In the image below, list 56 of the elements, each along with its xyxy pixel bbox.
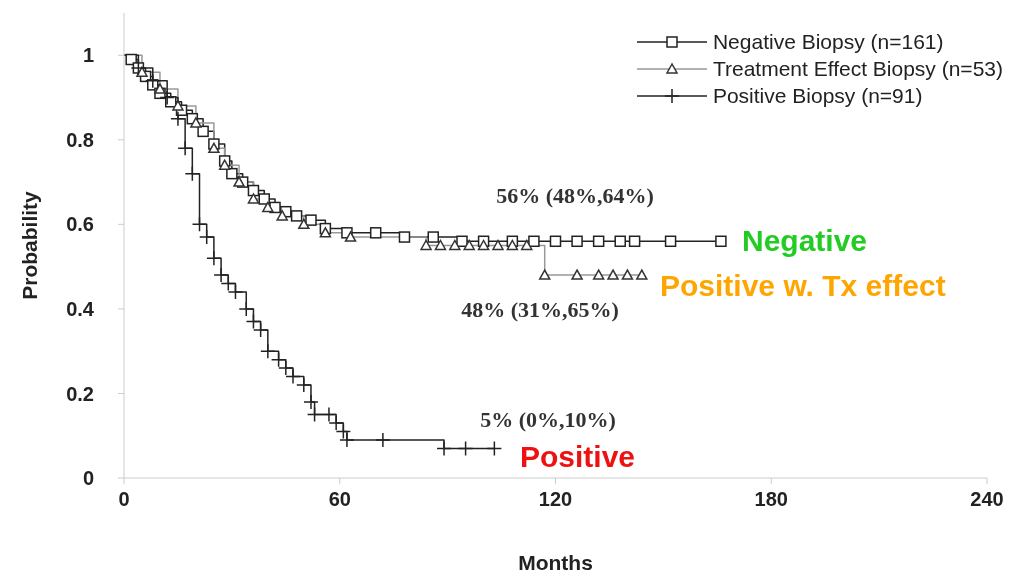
point xyxy=(375,432,391,448)
annotation: Negative xyxy=(742,223,868,257)
x-tick-label: 120 xyxy=(538,488,573,511)
annotation: 5% (0%,10%) xyxy=(480,407,616,433)
point xyxy=(398,231,411,243)
point xyxy=(303,394,319,410)
point xyxy=(339,432,355,448)
x-tick-label: 180 xyxy=(754,488,788,511)
x-axis-title: Months xyxy=(518,551,593,574)
y-tick-label: 0.6 xyxy=(66,213,94,236)
point xyxy=(528,235,540,248)
annotation: 48% (31%,65%) xyxy=(461,297,619,323)
annotation: Positive w. Tx effect xyxy=(660,268,946,302)
point xyxy=(260,343,276,359)
point xyxy=(549,235,562,248)
point xyxy=(369,227,382,239)
y-tick-label: 0.4 xyxy=(66,298,95,321)
point xyxy=(306,406,323,423)
point xyxy=(296,377,312,393)
point xyxy=(198,229,215,245)
x-tick-label: 0 xyxy=(118,488,130,511)
point xyxy=(238,301,255,317)
point xyxy=(197,125,209,138)
y-tick-label: 0.2 xyxy=(66,382,94,405)
y-axis-title: Probability xyxy=(18,190,42,300)
y-tick-label: 1 xyxy=(82,44,94,67)
legend-label: Negative Biopsy (n=161) xyxy=(712,29,944,54)
point xyxy=(159,89,175,106)
point xyxy=(436,440,452,457)
annotation: Positive xyxy=(520,439,636,473)
point xyxy=(125,53,137,66)
point xyxy=(664,235,677,248)
point xyxy=(592,235,605,248)
point xyxy=(177,140,193,157)
point xyxy=(427,231,439,243)
legend-label: Treatment Effect Biopsy (n=53) xyxy=(712,56,1003,81)
point xyxy=(305,214,317,226)
point xyxy=(486,440,503,457)
point xyxy=(715,235,727,248)
point xyxy=(170,110,186,127)
x-tick-label: 60 xyxy=(328,488,351,511)
point xyxy=(290,210,303,222)
point xyxy=(258,193,270,205)
point xyxy=(457,440,474,457)
point xyxy=(191,216,208,233)
y-tick-label: 0 xyxy=(82,467,94,490)
point xyxy=(206,250,222,266)
point xyxy=(614,235,626,248)
annotation: 56% (48%,64%) xyxy=(496,183,654,209)
legend-label: Positive Biopsy (n=91) xyxy=(712,83,923,108)
point xyxy=(226,167,238,180)
point xyxy=(571,235,583,248)
point xyxy=(184,165,201,182)
x-tick-label: 240 xyxy=(970,488,1004,511)
y-tick-label: 0.8 xyxy=(66,128,94,151)
point xyxy=(628,235,641,248)
